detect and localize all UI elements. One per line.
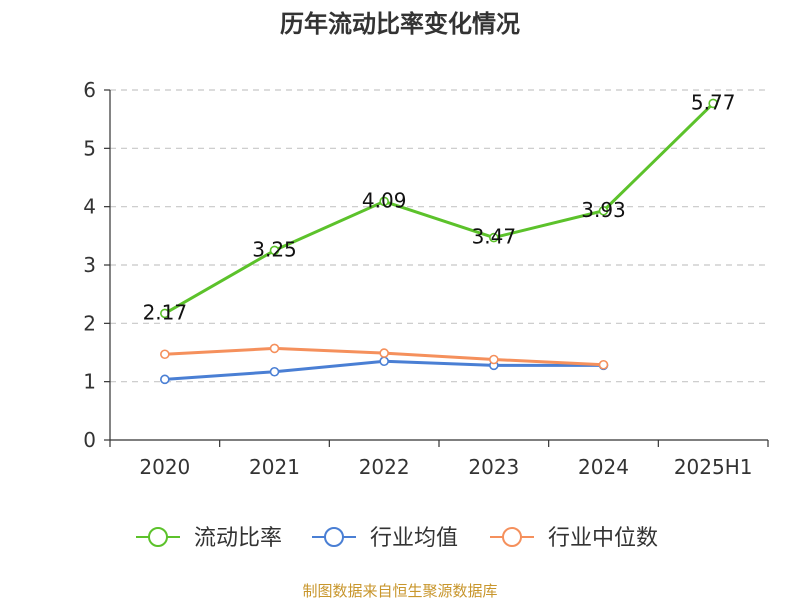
source-note: 制图数据来自恒生聚源数据库 bbox=[302, 582, 497, 600]
chart-title: 历年流动比率变化情况 bbox=[280, 10, 520, 38]
legend-label-2: 行业中位数 bbox=[548, 526, 658, 551]
data-label-0-4: 3.93 bbox=[581, 198, 626, 222]
y-tick-label-3: 3 bbox=[83, 253, 96, 277]
data-point-0-2 bbox=[379, 196, 389, 207]
x-tick-label-2025H1: 2025H1 bbox=[674, 455, 753, 479]
x-tick-label-2023: 2023 bbox=[468, 455, 519, 479]
data-point-1-1 bbox=[269, 366, 280, 377]
data-point-2-3 bbox=[489, 354, 499, 365]
data-label-0-1: 3.25 bbox=[252, 237, 297, 261]
data-label-0-5: 5.77 bbox=[691, 90, 736, 114]
legend-item-2[interactable]: 行业中位数 bbox=[490, 526, 658, 551]
legend[interactable]: 流动比率 行业均值 行业中位数 bbox=[136, 526, 658, 551]
data-label-0-3: 3.47 bbox=[472, 225, 517, 249]
legend-marker-2 bbox=[502, 527, 522, 547]
data-point-0-4 bbox=[598, 205, 609, 216]
data-label-0-2: 4.09 bbox=[362, 188, 407, 212]
data-point-1-0 bbox=[160, 374, 170, 385]
series-2 bbox=[160, 343, 609, 370]
legend-item-0[interactable]: 流动比率 bbox=[136, 526, 282, 551]
y-tick-label-1: 1 bbox=[83, 370, 96, 394]
axes: 0 1 2 3 4 5 6 2020 2021 2022 2023 2024 2025H1 bbox=[83, 78, 769, 479]
x-tick-label-2024: 2024 bbox=[578, 455, 629, 479]
legend-label-0: 流动比率 bbox=[194, 526, 282, 551]
data-point-0-0 bbox=[160, 308, 170, 319]
series-0: 2.17 3.25 4.09 3.47 3.93 5.77 bbox=[143, 90, 736, 324]
y-tick-label-5: 5 bbox=[83, 136, 96, 160]
x-tick-label-2020: 2020 bbox=[139, 455, 190, 479]
x-tick-label-2022: 2022 bbox=[359, 455, 410, 479]
data-point-1-2 bbox=[379, 356, 389, 367]
data-point-0-5 bbox=[708, 98, 718, 109]
legend-item-1[interactable]: 行业均值 bbox=[312, 526, 458, 551]
data-point-2-1 bbox=[269, 343, 280, 354]
y-tick-label-4: 4 bbox=[83, 195, 96, 219]
series-layer: 2.17 3.25 4.09 3.47 3.93 5.77 bbox=[143, 90, 736, 385]
data-point-0-1 bbox=[269, 245, 280, 256]
data-label-0-0: 2.17 bbox=[143, 300, 188, 324]
grid-lines bbox=[110, 89, 768, 383]
y-tick-label-2: 2 bbox=[83, 311, 96, 335]
legend-marker-1 bbox=[324, 527, 344, 547]
y-tick-label-6: 6 bbox=[83, 78, 96, 102]
x-tick-label-2021: 2021 bbox=[249, 455, 300, 479]
y-tick-label-0: 0 bbox=[83, 428, 96, 452]
data-point-2-2 bbox=[379, 348, 389, 358]
data-point-0-3 bbox=[489, 232, 499, 243]
data-point-2-4 bbox=[598, 359, 609, 370]
legend-marker-0 bbox=[148, 527, 168, 547]
series-line-0 bbox=[164, 102, 715, 315]
legend-label-1: 行业均值 bbox=[370, 526, 458, 551]
data-point-2-0 bbox=[160, 349, 170, 360]
